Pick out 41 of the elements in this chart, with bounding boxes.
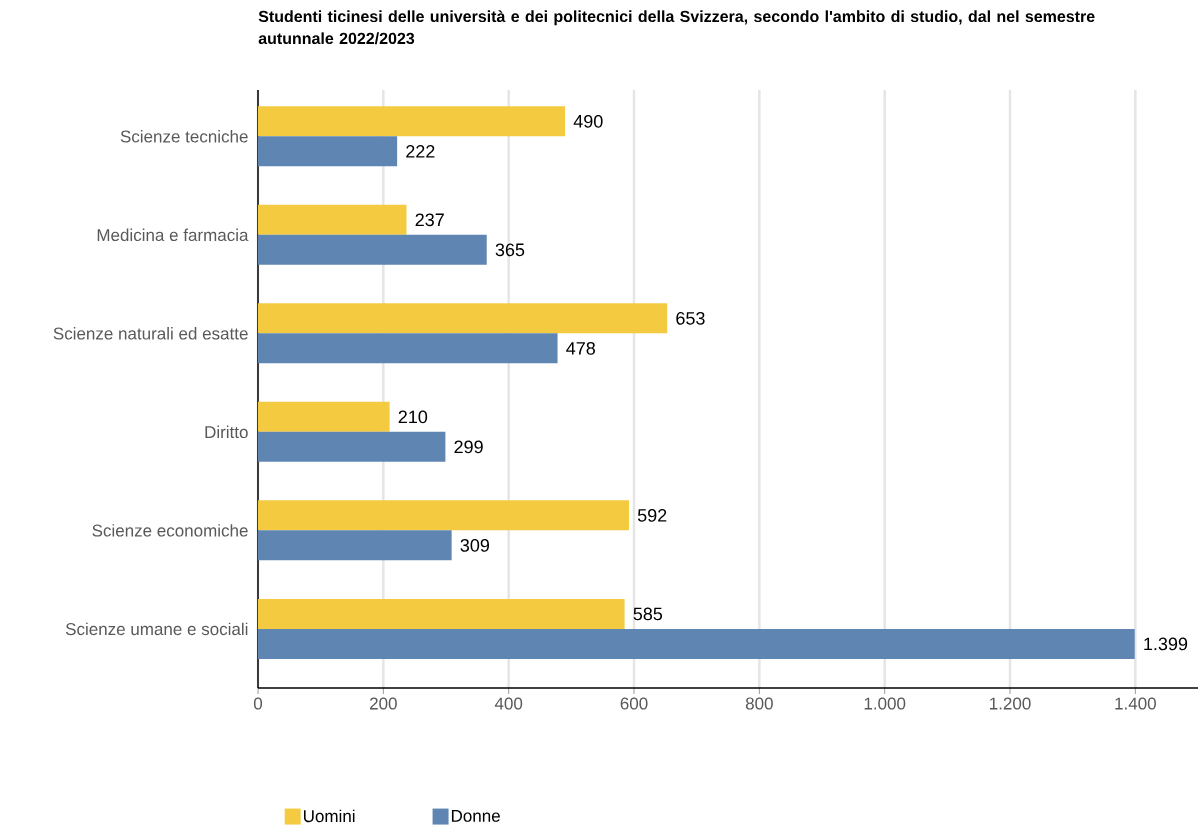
bar <box>258 500 629 531</box>
bar <box>258 204 407 235</box>
legend-label: Donne <box>451 809 500 822</box>
y-tick-label: Scienze umane e sociali <box>65 622 248 636</box>
y-tick-label: Scienze economiche <box>92 524 248 537</box>
x-tick-label: 1.200 <box>990 697 1031 710</box>
bar <box>258 106 566 137</box>
x-tick-label: 1.400 <box>1115 697 1156 710</box>
data-label: 1.399 <box>1144 637 1188 651</box>
data-label: 653 <box>676 311 705 325</box>
x-tick-label: 200 <box>370 697 397 710</box>
data-label: 210 <box>398 410 428 424</box>
bar <box>258 401 390 432</box>
y-tick-label: Medicina e farmacia <box>97 228 249 242</box>
data-label: 299 <box>454 440 483 454</box>
bar <box>258 234 487 265</box>
bar <box>258 598 625 629</box>
bar <box>258 628 1135 659</box>
data-label: 585 <box>633 607 663 621</box>
data-label: 237 <box>415 213 444 227</box>
x-tick-label: 0 <box>253 697 263 710</box>
data-label: 592 <box>637 509 667 522</box>
bar <box>258 136 398 167</box>
data-label: 222 <box>406 145 435 158</box>
bar <box>258 333 558 364</box>
chart-title: Studenti ticinesi delle università e dei politecnici della Svizzera, secondo l'ambito di studio, dal nel semestre autunnale 2022/2023 <box>258 10 1095 45</box>
bar <box>258 303 668 334</box>
x-tick-label: 1.000 <box>864 697 906 710</box>
legend-label: Uomini <box>303 809 355 823</box>
x-tick-label: 400 <box>494 697 523 710</box>
data-label: 365 <box>495 243 525 257</box>
bar <box>258 530 452 561</box>
y-tick-label: Scienze tecniche <box>120 130 248 143</box>
x-tick-label: 600 <box>620 697 648 710</box>
y-tick-label: Scienze naturali ed esatte <box>53 327 248 340</box>
data-label: 490 <box>573 114 603 128</box>
bar <box>258 431 446 462</box>
x-tick-label: 800 <box>745 697 773 710</box>
data-label: 478 <box>566 341 595 355</box>
y-tick-label: Diritto <box>205 425 248 439</box>
data-label: 309 <box>460 539 490 552</box>
